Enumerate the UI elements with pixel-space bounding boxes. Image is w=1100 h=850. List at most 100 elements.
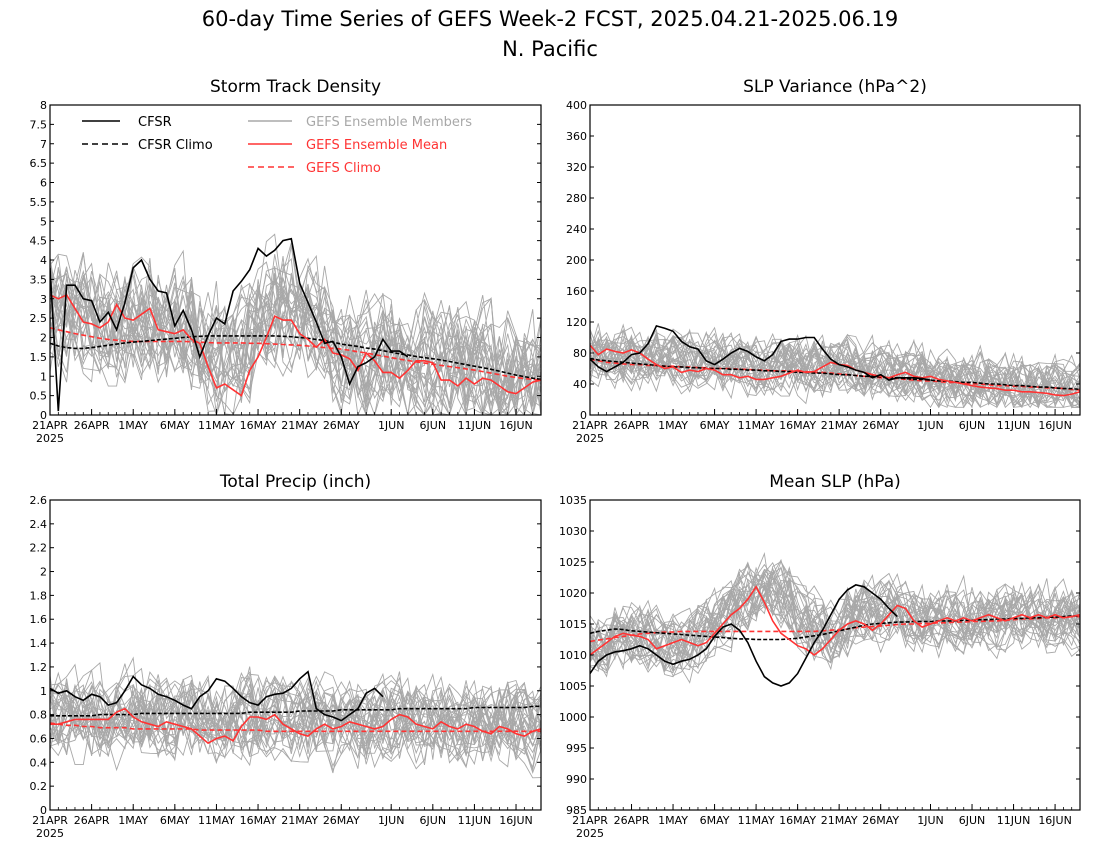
storm-track-xtick-label: 16JUN (499, 419, 533, 432)
mean-slp-ytick-label: 995 (566, 742, 587, 755)
legend-cfsr-label: CFSR (138, 115, 172, 130)
total-precip-xtick-label: 16MAY (240, 814, 277, 827)
slp-variance-ytick-label: 40 (573, 378, 587, 391)
total-precip-ytick-label: 1.2 (30, 661, 48, 674)
mean-slp-xtick-label: 16MAY (779, 814, 816, 827)
ensemble-member-line (50, 255, 541, 415)
ensemble-member-line (50, 257, 541, 415)
mean-slp-ensemble-members (590, 552, 1080, 684)
storm-track-ytick-label: 3.5 (30, 273, 48, 286)
mean-slp-xtick-label: 26APR (614, 814, 650, 827)
storm-track-xtick-label: 21APR (32, 419, 68, 432)
storm-track-ytick-label: 6 (40, 177, 47, 190)
storm-track-ytick-label: 5 (40, 215, 47, 228)
slp-variance-xtick-label: 21APR (572, 419, 608, 432)
mean-slp-year-label: 2025 (576, 827, 604, 840)
total-precip-xtick-label: 11JUN (458, 814, 492, 827)
storm-track-xtick-label: 26APR (74, 419, 110, 432)
mean-slp-xtick-label: 1MAY (658, 814, 688, 827)
total-precip-year-label: 2025 (36, 827, 64, 840)
slp-variance-xtick-label: 16JUN (1038, 419, 1072, 432)
mean-slp-ytick-label: 1005 (559, 680, 587, 693)
total-precip-xtick-label: 1JUN (378, 814, 405, 827)
storm-track-xtick-label: 11MAY (198, 419, 235, 432)
mean-slp-cfsr-line (590, 584, 898, 687)
slp-variance-xtick-label: 1JUN (917, 419, 944, 432)
slp-variance-xtick-label: 11JUN (997, 419, 1031, 432)
mean-slp-ytick-label: 1030 (559, 525, 587, 538)
mean-slp-xtick-label: 11MAY (738, 814, 775, 827)
ensemble-member-line (590, 568, 1080, 678)
ensemble-member-line (50, 669, 541, 760)
storm-track-ytick-label: 4.5 (30, 235, 48, 248)
storm-track-ytick-label: 6.5 (30, 157, 48, 170)
total-precip-ytick-label: 0.2 (30, 780, 48, 793)
total-precip-xtick-label: 1MAY (118, 814, 148, 827)
mean-slp-xtick-label: 6JUN (959, 814, 986, 827)
slp-variance-xtick-label: 26MAY (862, 419, 899, 432)
storm-track-gefs-climo-line (50, 327, 541, 381)
storm-track-ytick-label: 5.5 (30, 196, 48, 209)
total-precip-ytick-label: 0.4 (30, 756, 48, 769)
ensemble-member-line (50, 261, 541, 415)
ensemble-member-line (590, 573, 1080, 672)
ensemble-member-line (590, 573, 1080, 657)
ensemble-member-line (590, 566, 1080, 665)
total-precip-xtick-label: 6MAY (160, 814, 190, 827)
total-precip-ytick-label: 2.6 (30, 494, 48, 507)
slp-variance-ytick-label: 160 (566, 285, 587, 298)
total-precip-xtick-label: 21MAY (281, 814, 318, 827)
slp-variance-cfsr-line (590, 324, 931, 381)
total-precip-ytick-label: 0.6 (30, 732, 48, 745)
total-precip-xtick-label: 16JUN (499, 814, 533, 827)
storm-track-cfsr-climo-line (50, 335, 541, 381)
total-precip-ytick-label: 2.4 (30, 518, 48, 531)
ensemble-member-line (50, 267, 541, 415)
slp-variance-year-label: 2025 (576, 432, 604, 445)
total-precip-frame (49, 499, 542, 811)
total-precip-title: Total Precip (inch) (219, 472, 371, 492)
storm-track-xtick-label: 6MAY (160, 419, 190, 432)
storm-track-ytick-label: 1.5 (30, 351, 48, 364)
total-precip-cfsr-line (50, 670, 384, 722)
ensemble-member-line (590, 326, 1080, 409)
total-precip-xtick-label: 26APR (74, 814, 110, 827)
storm-track-xtick-label: 16MAY (240, 419, 277, 432)
mean-slp-gefs-climo-line (590, 615, 1080, 643)
mean-slp-xtick-label: 6MAY (700, 814, 730, 827)
slp-variance-ytick-label: 80 (573, 347, 587, 360)
storm-track-ytick-label: 7.5 (30, 118, 48, 131)
total-precip-ytick-label: 1.8 (30, 589, 48, 602)
mean-slp-ytick-label: 1010 (559, 649, 587, 662)
slp-variance-ytick-label: 320 (566, 161, 587, 174)
ensemble-member-line (50, 277, 541, 415)
slp-variance-ytick-label: 200 (566, 254, 587, 267)
storm-track-density-panel: Storm Track Density 0 0.5 1 1.5 2 2.5 3 3.5 4 4.5 5… (30, 77, 542, 445)
mean-slp-title: Mean SLP (hPa) (769, 472, 901, 492)
mean-slp-xtick-label: 21APR (572, 814, 608, 827)
mean-slp-xtick-label: 26MAY (862, 814, 899, 827)
ensemble-member-line (50, 259, 541, 415)
storm-track-ensemble-members (50, 233, 541, 415)
legend-gefs-climo-label: GEFS Climo (306, 161, 381, 176)
storm-track-ytick-label: 2.5 (30, 312, 48, 325)
slp-variance-xtick-label: 16MAY (779, 419, 816, 432)
ensemble-member-line (50, 675, 541, 766)
slp-variance-xtick-label: 21MAY (821, 419, 858, 432)
storm-track-xtick-label: 6JUN (420, 419, 447, 432)
storm-track-ytick-label: 0.5 (30, 390, 48, 403)
storm-track-ytick-label: 3 (40, 293, 47, 306)
ensemble-member-line (50, 682, 541, 765)
mean-slp-xtick-label: 16JUN (1038, 814, 1072, 827)
storm-track-xtick-label: 11JUN (458, 419, 492, 432)
slp-variance-title: SLP Variance (hPa^2) (743, 77, 927, 97)
total-precip-ensemble-members (50, 656, 541, 779)
slp-variance-panel: SLP Variance (hPa^2) 0 40 80 120 160 200 240 280… (566, 77, 1081, 445)
legend-members-label: GEFS Ensemble Members (306, 115, 472, 130)
total-precip-ytick-label: 0.8 (30, 709, 48, 722)
ensemble-member-line (50, 274, 541, 415)
mean-slp-ytick-label: 1015 (559, 618, 587, 631)
slp-variance-ytick-label: 0 (580, 409, 587, 422)
slp-variance-ytick-label: 360 (566, 130, 587, 143)
total-precip-ytick-label: 1.4 (30, 637, 48, 650)
